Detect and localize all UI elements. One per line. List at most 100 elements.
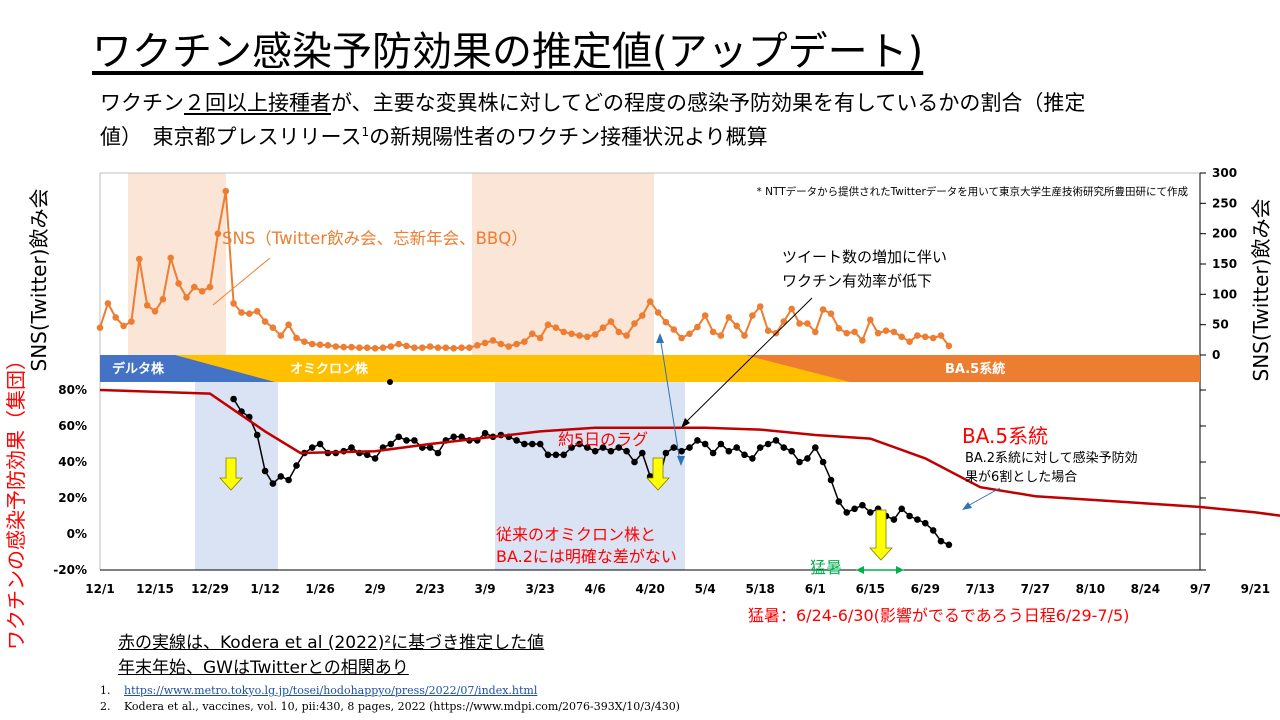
tweet-note-line2: ワクチン有効率が低下: [782, 272, 932, 290]
note-red-line: 赤の実線は、Kodera et al (2022)²に基づき推定した値: [118, 633, 545, 653]
sns-point: [867, 316, 874, 324]
x-tick-label: 8/24: [1131, 582, 1160, 596]
efficacy-point: [584, 444, 591, 451]
x-tick-label: 1/12: [250, 582, 279, 596]
efficacy-point: [607, 447, 615, 455]
efficacy-point: [890, 516, 898, 523]
sns-point: [835, 325, 843, 332]
sns-point: [552, 324, 560, 332]
efficacy-tick-label: 40%: [58, 455, 87, 469]
sns-point: [277, 332, 285, 339]
x-tick-label: 3/9: [475, 582, 496, 596]
x-tick-label: 5/4: [695, 582, 716, 596]
reference-1-link[interactable]: https://www.metro.tokyo.lg.jp/tosei/hodo…: [124, 684, 538, 697]
sns-point: [434, 344, 442, 352]
efficacy-tick-label: 0%: [67, 527, 87, 541]
efficacy-point: [560, 451, 567, 459]
sns-point: [206, 283, 214, 291]
efficacy-point: [662, 449, 670, 457]
sns-point: [599, 324, 607, 332]
subtitle-pre: ワクチン: [100, 91, 184, 115]
reference-2: 2. Kodera et al., vaccines, vol. 10, pii:…: [100, 700, 680, 713]
efficacy-point: [277, 473, 285, 480]
sns-point: [544, 321, 552, 329]
x-tick-label: 9/7: [1190, 582, 1211, 596]
ba2-callout-line: [963, 487, 1001, 509]
efficacy-point: [898, 505, 905, 513]
sns-point: [584, 333, 591, 341]
x-tick-label: 6/29: [911, 582, 940, 596]
right-tick-label: 0: [1212, 348, 1220, 362]
tweet-callout-arrow: [683, 297, 813, 425]
efficacy-tick-label: -20%: [53, 563, 87, 577]
efficacy-point: [772, 437, 780, 444]
note-correlation: 年末年始、GWはTwitterとの相関あり: [118, 658, 409, 678]
sns-point: [922, 333, 929, 341]
sns-point: [191, 283, 198, 291]
efficacy-point: [529, 440, 536, 448]
reference-2-text: Kodera et al., vaccines, vol. 10, pii:43…: [124, 700, 680, 713]
lag-arrow-head-up: [656, 333, 664, 343]
sns-point: [678, 334, 685, 342]
efficacy-point: [670, 444, 678, 451]
efficacy-point: [544, 451, 552, 459]
sns-point: [623, 332, 630, 339]
sns-point: [285, 321, 292, 329]
sns-point: [733, 322, 740, 330]
right-axis-tick-marks: [1200, 172, 1206, 356]
sns-point: [481, 339, 489, 347]
sns-point: [929, 334, 937, 342]
sns-point: [615, 328, 623, 336]
sns-point: [662, 318, 670, 326]
sns-point: [466, 344, 473, 352]
sns-point: [308, 340, 316, 348]
tweet-callout-arrow-head: [681, 418, 690, 428]
variant-band-ba5: [745, 355, 1200, 382]
efficacy-point: [937, 537, 945, 545]
efficacy-point: [678, 447, 685, 455]
right-tick-label: 150: [1212, 257, 1237, 271]
x-tick-label: 4/20: [635, 582, 664, 596]
efficacy-point: [450, 433, 458, 441]
page-title: ワクチン感染予防効果の推定値(アップデート): [92, 29, 924, 75]
sns-point: [458, 344, 465, 352]
sns-callout-line: [212, 257, 271, 306]
efficacy-point: [764, 440, 772, 448]
right-tick-label: 300: [1212, 166, 1237, 180]
efficacy-point: [835, 498, 843, 505]
source-note: * NTTデータから提供されたTwitterデータを用いて東京大学生産技術研究所…: [757, 185, 1189, 198]
efficacy-point: [945, 541, 953, 549]
kodera-estimate-line: [99, 388, 1280, 517]
sns-point: [222, 187, 230, 195]
efficacy-point: [749, 455, 756, 462]
sns-point: [332, 343, 340, 350]
sns-point: [788, 305, 795, 313]
sns-point: [183, 294, 190, 301]
sns-point: [505, 343, 512, 350]
efficacy-point: [434, 449, 442, 457]
sns-highlight-band-gw: [472, 173, 654, 355]
efficacy-point: [725, 447, 733, 455]
sns-point: [521, 338, 528, 346]
sns-point: [474, 342, 481, 349]
sns-point: [112, 314, 119, 321]
efficacy-tick-label: 60%: [58, 419, 87, 433]
efficacy-tick-label: 80%: [58, 383, 87, 397]
efficacy-point: [717, 440, 725, 448]
sns-point: [230, 300, 237, 307]
sns-point: [238, 309, 245, 316]
efficacy-point: [348, 444, 355, 451]
efficacy-point: [804, 455, 811, 462]
efficacy-point: [796, 458, 803, 466]
sns-point: [371, 345, 379, 352]
efficacy-point: [387, 440, 395, 448]
sns-point: [536, 334, 544, 342]
sns-point: [529, 330, 536, 338]
sns-point: [560, 328, 567, 336]
sns-point: [819, 306, 827, 313]
sns-highlight-band-newyear: [128, 173, 226, 355]
x-tick-label: 12/1: [85, 582, 114, 596]
sns-point: [120, 322, 127, 330]
variant-label-ba5: BA.5系統: [945, 361, 1005, 377]
ba2-note-line2: 果が6割とした場合: [965, 469, 1077, 485]
